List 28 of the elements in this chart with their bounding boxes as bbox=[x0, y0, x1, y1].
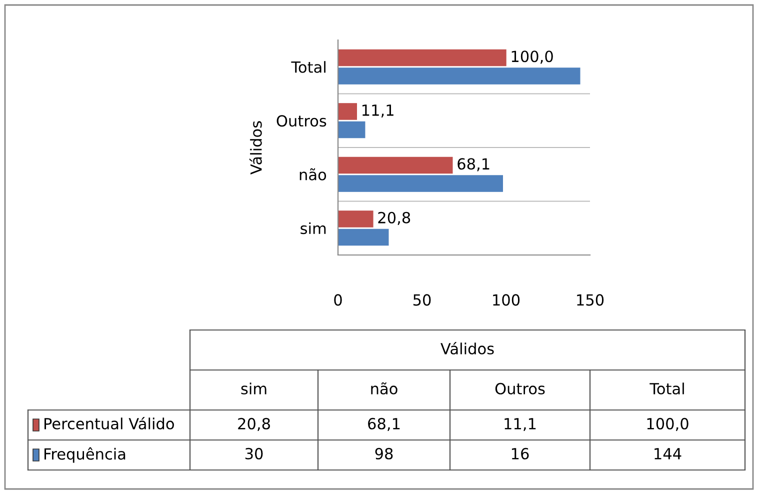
text: 20,8 bbox=[238, 418, 270, 431]
y-tick-label: sim bbox=[300, 222, 326, 234]
text: 100,0 bbox=[647, 418, 688, 431]
text: 11,1 bbox=[504, 418, 536, 431]
x-tick-label: 100 bbox=[493, 294, 520, 306]
category-label: Outros bbox=[495, 382, 545, 394]
text: 30 bbox=[245, 448, 263, 460]
x-tick-label: 0 bbox=[334, 294, 342, 306]
category-label: sim bbox=[241, 382, 266, 394]
y-tick-label: não bbox=[300, 168, 326, 180]
legend-label: Frequência bbox=[44, 447, 126, 463]
category-label: não bbox=[371, 382, 398, 394]
data-label: 20,8 bbox=[378, 212, 410, 225]
y-tick-label: Total bbox=[291, 61, 326, 73]
category-label: Total bbox=[650, 382, 684, 394]
y-tick-label: Outros bbox=[276, 115, 326, 127]
text: 16 bbox=[512, 448, 529, 460]
data-label: 68,1 bbox=[458, 158, 490, 172]
data-label: 100,0 bbox=[512, 50, 553, 64]
text: Válidos bbox=[440, 342, 494, 354]
text: 98 bbox=[375, 448, 393, 460]
x-tick-label: 150 bbox=[577, 294, 604, 306]
data-label: 11,1 bbox=[362, 104, 394, 118]
legend-label: Percentual Válido bbox=[44, 416, 174, 430]
text: 68,1 bbox=[368, 418, 400, 431]
x-tick-label: 50 bbox=[413, 294, 431, 306]
text: 144 bbox=[654, 448, 682, 460]
y-axis-title: Válidos bbox=[249, 121, 262, 174]
